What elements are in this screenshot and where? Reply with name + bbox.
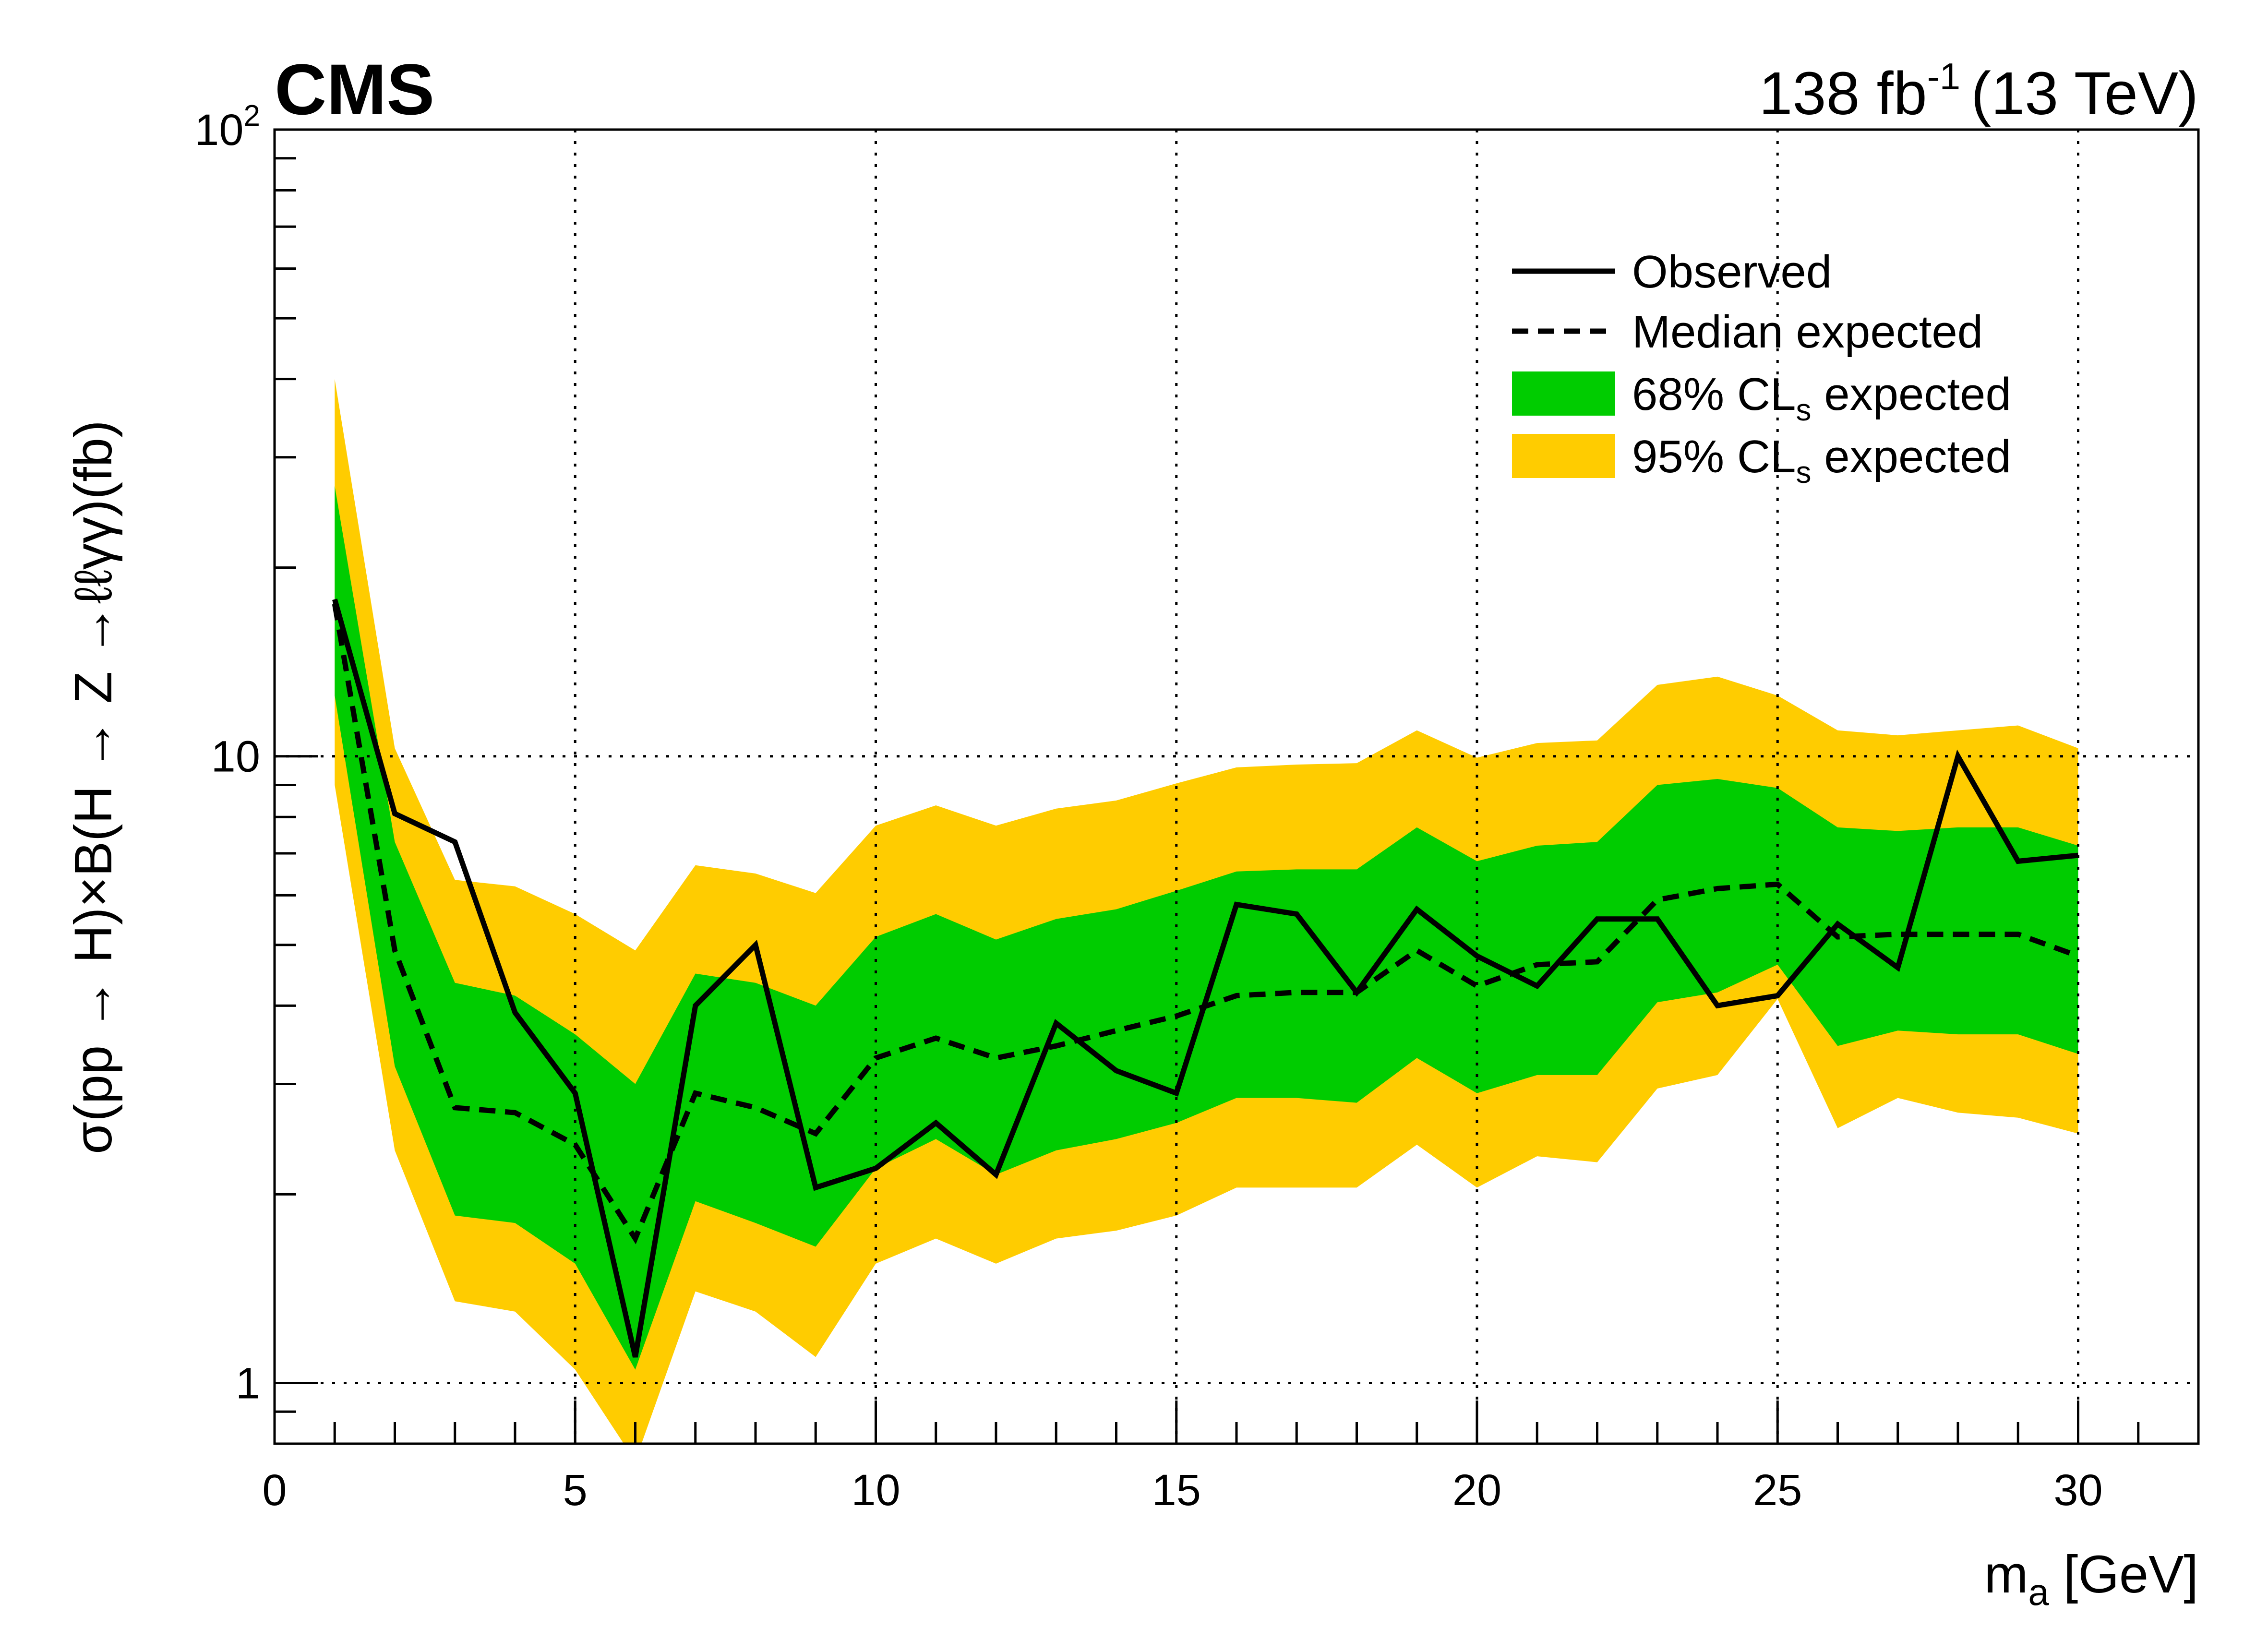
- legend-entry-band95: 95% CLs expected: [1512, 431, 2011, 490]
- x-tick-label: 15: [1152, 1466, 1201, 1515]
- y-tick-label: 1: [236, 1359, 260, 1408]
- x-tick-label: 30: [2053, 1466, 2102, 1515]
- y-tick-label: 10: [211, 732, 260, 781]
- legend-label: 68% CLs expected: [1632, 369, 2011, 427]
- grid-lines: [275, 130, 2198, 1444]
- legend-band95-swatch: [1512, 434, 1615, 478]
- cms-label: CMS: [275, 49, 434, 130]
- axis-ticks: [273, 128, 2200, 1445]
- x-tick-label: 5: [563, 1466, 588, 1515]
- x-tick-label: 0: [262, 1466, 287, 1515]
- y-tick-label: 102: [194, 99, 260, 155]
- legend-entry-dashed: Median expected: [1512, 306, 1983, 358]
- y-axis-title: σ(pp → H)×B(H → Z →ℓℓγγ)(fb): [64, 420, 123, 1154]
- legend-band68-swatch: [1512, 371, 1615, 416]
- plot-area: [275, 130, 2198, 1444]
- x-tick-labels: 0 5 10 15 20 25 30: [262, 1466, 2102, 1515]
- legend-label: 95% CLs expected: [1632, 431, 2011, 490]
- legend-entry-band68: 68% CLs expected: [1512, 369, 2011, 427]
- observed-line: [332, 599, 2079, 1358]
- legend-label: Median expected: [1632, 306, 1983, 358]
- legend-label: Observed: [1632, 246, 1832, 298]
- legend-entry-solid: Observed: [1512, 246, 1832, 298]
- x-tick-label: 25: [1753, 1466, 1802, 1515]
- y-tick-labels: 102 10 1: [194, 99, 260, 1408]
- plot-frame: [273, 128, 2200, 1445]
- x-tick-label: 10: [851, 1466, 900, 1515]
- band-68-expected: [335, 486, 2078, 1370]
- legend: Observed Median expected 68% CLs expected9…: [1512, 246, 2011, 490]
- x-axis-title: ma [GeV]: [1984, 1545, 2198, 1613]
- lumi-label: 138 fb-1 (13 TeV): [1759, 55, 2198, 127]
- x-tick-label: 20: [1452, 1466, 1501, 1515]
